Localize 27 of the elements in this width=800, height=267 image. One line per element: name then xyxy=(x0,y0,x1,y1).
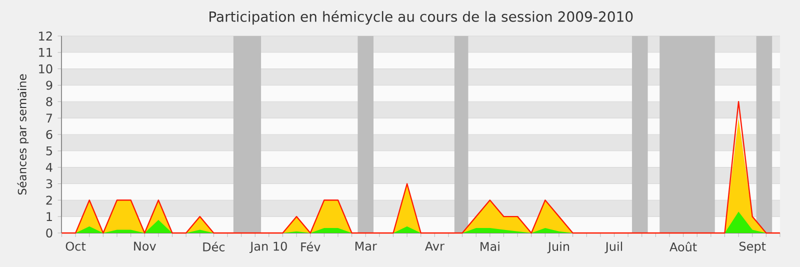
x-tick-label: Jan 10 xyxy=(250,242,287,254)
x-tick-label: Mar xyxy=(355,242,377,251)
x-tick-label: Août xyxy=(670,242,697,252)
x-tick-label: Fév xyxy=(301,242,320,252)
y-tick-label: 8 xyxy=(46,97,52,106)
y-tick-label: 11 xyxy=(39,48,52,57)
x-tick-label: Juin xyxy=(547,242,570,254)
y-tick-label: 4 xyxy=(46,162,52,172)
x-tick-label: Oct xyxy=(66,242,86,251)
y-axis-title: Séances par semaine xyxy=(17,74,29,195)
y-tick-label: 0 xyxy=(46,228,52,238)
y-tick-label: 2 xyxy=(46,196,52,205)
x-tick-label: Nov xyxy=(134,242,156,251)
x-tick-label: Sept xyxy=(739,242,766,254)
chart-title: Participation en hémicycle au cours de la session 2009-2010 xyxy=(210,10,633,25)
x-tick-label: Juil xyxy=(604,242,622,254)
y-tick-label: 9 xyxy=(46,80,52,90)
x-tick-label: Déc xyxy=(203,242,225,252)
x-tick-label: Mai xyxy=(480,242,500,251)
y-tick-label: 1 xyxy=(46,212,52,221)
y-tick-label: 3 xyxy=(46,179,52,188)
y-tick-label: 6 xyxy=(46,130,52,140)
x-tick-label: Avr xyxy=(424,242,444,250)
y-tick-label: 10 xyxy=(39,64,52,74)
y-tick-label: 7 xyxy=(46,114,52,122)
y-tick-label: 12 xyxy=(39,32,52,40)
y-tick-label: 5 xyxy=(46,146,52,156)
